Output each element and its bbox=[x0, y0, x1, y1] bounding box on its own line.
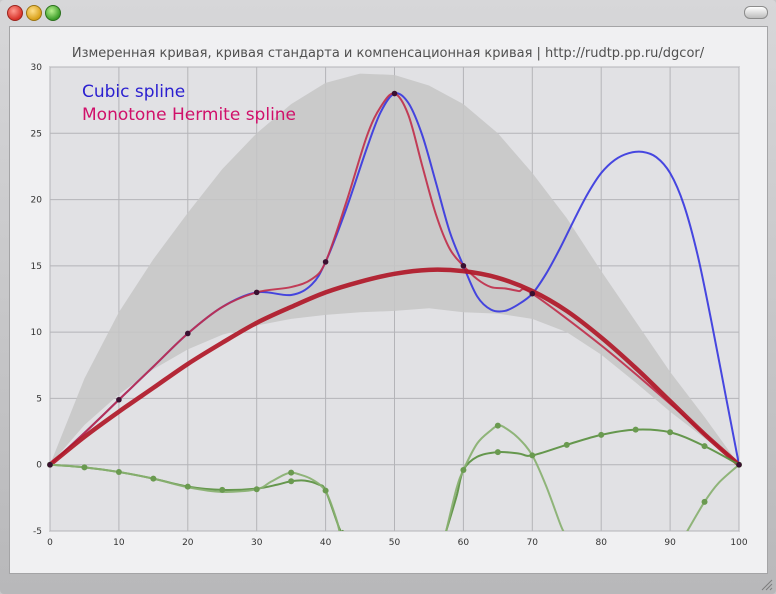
y-tick-label-0: 0 bbox=[36, 461, 42, 471]
legend: Cubic spline Monotone Hermite spline bbox=[82, 82, 296, 125]
compensation-point-0-10 bbox=[460, 467, 467, 474]
chart-title: Измеренная кривая, кривая стандарта и ко… bbox=[72, 46, 705, 61]
x-tick-label-90: 90 bbox=[664, 538, 676, 548]
compensation-point-0-17 bbox=[667, 429, 674, 436]
series-line-standard-curve bbox=[50, 267, 739, 467]
x-tick-label-80: 80 bbox=[595, 538, 607, 548]
compensation-point-0-2 bbox=[115, 469, 122, 476]
x-tick-label-40: 40 bbox=[320, 538, 332, 548]
measured-point-5 bbox=[391, 90, 398, 97]
toolbar-toggle-button[interactable] bbox=[744, 6, 768, 19]
measured-point-8 bbox=[736, 461, 742, 468]
series-line-compensation-oscillating bbox=[50, 463, 341, 531]
x-tick-label-20: 20 bbox=[182, 538, 194, 548]
compensation-point-0-19 bbox=[701, 498, 708, 505]
compensation-point-0-1 bbox=[81, 464, 88, 471]
title-bar bbox=[0, 0, 776, 24]
measured-point-4 bbox=[322, 259, 329, 265]
y-tick-label-25: 25 bbox=[31, 129, 42, 139]
compensation-point-0-6 bbox=[253, 486, 260, 493]
series-line-monotone-hermite-spline bbox=[50, 92, 739, 466]
compensation-point-0-7 bbox=[288, 469, 295, 476]
compensation-point-0-14 bbox=[563, 441, 570, 448]
x-tick-label-0: 0 bbox=[47, 538, 53, 548]
legend-monotone-hermite-spline: Monotone Hermite spline bbox=[82, 105, 296, 125]
measured-point-2 bbox=[185, 330, 191, 337]
compensation-point-0-15 bbox=[598, 431, 605, 438]
chart: Измеренная кривая, кривая стандарта и ко… bbox=[31, 46, 748, 548]
x-tick-label-60: 60 bbox=[458, 538, 470, 548]
close-button[interactable] bbox=[7, 5, 23, 21]
chart-canvas: Измеренная кривая, кривая стандарта и ко… bbox=[9, 26, 768, 574]
compensation-point-0-8 bbox=[288, 478, 295, 485]
x-tick-label-30: 30 bbox=[251, 538, 263, 548]
compensation-point-0-13 bbox=[529, 452, 536, 459]
compensation-point-0-4 bbox=[184, 483, 191, 490]
compensation-point-0-9 bbox=[322, 487, 329, 494]
measured-point-7 bbox=[529, 290, 536, 297]
measured-point-0 bbox=[47, 461, 53, 468]
zoom-button[interactable] bbox=[45, 5, 61, 21]
legend-cubic-spline: Cubic spline bbox=[82, 82, 185, 102]
x-tick-label-50: 50 bbox=[389, 538, 401, 548]
series-line-compensation-oscillating-tail bbox=[686, 463, 739, 531]
y-tick-label-30: 30 bbox=[31, 63, 43, 73]
compensation-point-0-16 bbox=[632, 426, 639, 433]
y-tick-label-5: 5 bbox=[36, 394, 42, 404]
standard-band bbox=[50, 73, 739, 465]
x-tick-label-10: 10 bbox=[113, 538, 125, 548]
standard-band-area bbox=[50, 73, 739, 465]
measured-point-6 bbox=[460, 263, 467, 269]
measured-point-3 bbox=[253, 289, 260, 296]
y-tick-label-15: 15 bbox=[31, 262, 42, 272]
x-tick-label-70: 70 bbox=[527, 538, 539, 548]
compensation-point-0-5 bbox=[219, 486, 226, 493]
markers bbox=[47, 90, 742, 505]
axis-ticks: 0 10 20 30 40 50 60 70 80 90 100 -5 0 5 10 15 20 25 30 bbox=[31, 63, 748, 548]
compensation-point-0-11 bbox=[494, 449, 501, 456]
x-tick-label-100: 100 bbox=[730, 538, 747, 548]
y-tick-label-neg5: -5 bbox=[33, 527, 42, 537]
compensation-point-0-12 bbox=[494, 422, 501, 429]
minimize-button[interactable] bbox=[26, 5, 42, 21]
compensation-point-0-18 bbox=[701, 443, 708, 450]
resize-grip-icon[interactable] bbox=[759, 577, 773, 591]
series-line-cubic-spline bbox=[50, 92, 739, 466]
y-tick-label-10: 10 bbox=[31, 328, 43, 338]
compensation-point-0-3 bbox=[150, 475, 157, 482]
y-tick-label-20: 20 bbox=[31, 196, 43, 206]
measured-point-1 bbox=[116, 396, 122, 403]
